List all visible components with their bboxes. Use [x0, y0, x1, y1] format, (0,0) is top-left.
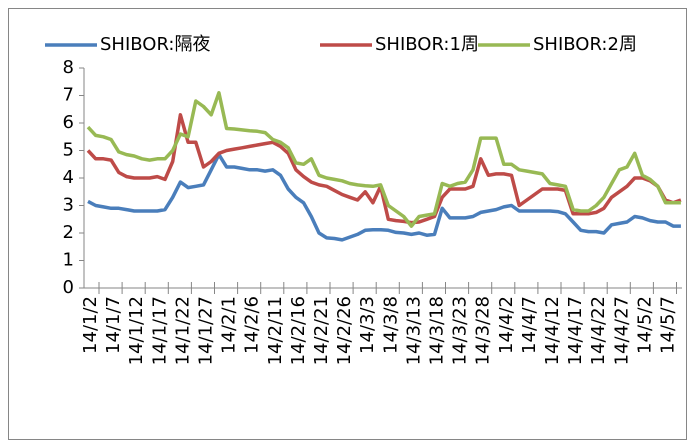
x-tick-label: 14/1/27 [196, 296, 217, 365]
legend-label: SHIBOR:隔夜 [100, 34, 211, 55]
x-tick-label: 14/2/16 [288, 296, 309, 365]
chart-border [8, 8, 687, 440]
x-tick-label: 14/1/12 [126, 296, 147, 365]
x-tick-label: 14/2/26 [334, 296, 355, 365]
x-tick-label: 14/3/28 [473, 296, 494, 365]
x-tick-label: 14/4/2 [496, 296, 517, 354]
y-tick-label: 6 [63, 112, 74, 133]
series-line [87, 152, 681, 242]
x-tick-label: 14/3/23 [450, 296, 471, 365]
x-tick-label: 14/3/3 [357, 296, 378, 354]
y-tick-label: 8 [63, 57, 74, 78]
x-tick-label: 14/4/22 [588, 296, 609, 365]
x-tick-label: 14/2/11 [265, 296, 286, 365]
legend-label: SHIBOR:1周 [375, 34, 479, 55]
y-tick-label: 1 [63, 250, 74, 271]
y-tick-label: 4 [63, 167, 74, 188]
x-tick-label: 14/3/13 [403, 296, 424, 365]
x-tick-label: 14/4/17 [565, 296, 586, 365]
x-tick-label: 14/3/18 [427, 296, 448, 365]
x-tick-label: 14/5/2 [634, 296, 655, 354]
x-tick-label: 14/1/2 [80, 296, 101, 354]
legend-label: SHIBOR:2周 [533, 34, 637, 55]
x-tick-label: 14/4/12 [542, 296, 563, 365]
x-tick-label: 14/2/6 [242, 296, 263, 354]
y-tick-label: 5 [63, 140, 74, 161]
y-tick-label: 3 [63, 195, 74, 216]
x-tick-label: 14/3/8 [380, 296, 401, 354]
y-tick-label: 7 [63, 85, 74, 106]
x-tick-label: 14/1/22 [172, 296, 193, 365]
x-tick-label: 14/5/7 [658, 296, 679, 354]
x-tick-label: 14/2/21 [311, 296, 332, 365]
series-line [86, 91, 681, 228]
x-tick-label: 14/1/17 [149, 296, 170, 365]
x-tick-label: 14/1/7 [103, 296, 124, 354]
x-tick-label: 14/4/27 [611, 296, 632, 365]
y-tick-label: 2 [63, 222, 74, 243]
x-tick-label: 14/4/7 [519, 296, 540, 354]
x-tick-label: 14/2/1 [219, 296, 240, 354]
y-tick-label: 0 [63, 277, 74, 298]
